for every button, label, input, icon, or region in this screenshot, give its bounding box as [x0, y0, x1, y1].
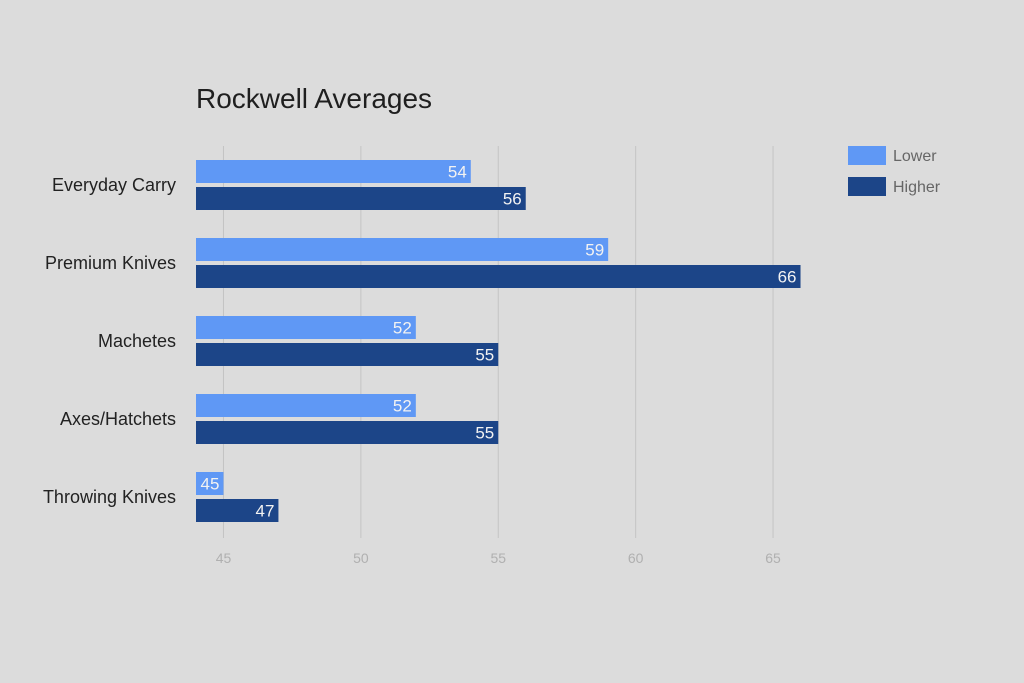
bar-value-label: 55	[475, 346, 494, 365]
bar-lower	[196, 238, 609, 261]
bar-higher	[196, 421, 499, 444]
x-tick-label: 55	[490, 550, 506, 566]
bar-value-label: 59	[585, 241, 604, 260]
bar-value-label: 54	[448, 163, 467, 182]
x-tick-label: 60	[628, 550, 644, 566]
legend-swatch-lower	[848, 146, 886, 165]
category-labels: Everyday Carry Premium Knives Machetes Axes…	[43, 175, 176, 507]
legend: Lower Higher	[848, 146, 941, 196]
bar-value-label: 52	[393, 397, 412, 416]
bar-higher	[196, 343, 499, 366]
bars: 54 56 59 66 52 55 52 55 45 47	[196, 160, 801, 522]
category-label: Axes/Hatchets	[60, 409, 176, 429]
bar-higher	[196, 187, 526, 210]
legend-label: Lower	[893, 148, 937, 165]
category-label: Machetes	[98, 331, 176, 351]
bar-value-label: 55	[475, 424, 494, 443]
bar-higher	[196, 499, 279, 522]
category-label: Premium Knives	[45, 253, 176, 273]
bar-value-label: 56	[503, 190, 522, 209]
bar-lower	[196, 316, 416, 339]
bar-lower	[196, 472, 224, 495]
category-label: Everyday Carry	[52, 175, 176, 195]
bar-value-label: 52	[393, 319, 412, 338]
x-axis-ticks: 45 50 55 60 65	[216, 550, 781, 566]
x-tick-label: 45	[216, 550, 232, 566]
legend-label: Higher	[893, 179, 941, 196]
bar-value-label: 45	[201, 475, 220, 494]
bar-higher	[196, 265, 801, 288]
bar-lower	[196, 160, 471, 183]
x-tick-label: 65	[765, 550, 781, 566]
legend-swatch-higher	[848, 177, 886, 196]
bar-value-label: 47	[256, 502, 275, 521]
bar-value-label: 66	[778, 268, 797, 287]
bar-lower	[196, 394, 416, 417]
x-tick-label: 50	[353, 550, 369, 566]
category-label: Throwing Knives	[43, 487, 176, 507]
chart-title: Rockwell Averages	[196, 83, 432, 114]
